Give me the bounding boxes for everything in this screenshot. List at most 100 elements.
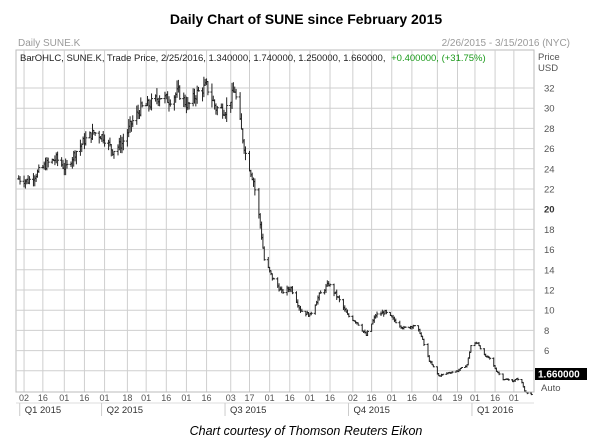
ohlc-bar <box>243 146 247 161</box>
ohlc-bar <box>313 304 317 315</box>
ohlc-bar <box>431 364 435 368</box>
ohlc-bar <box>262 246 266 261</box>
ohlc-bar <box>74 150 78 165</box>
x-tick-label: 01 <box>305 393 315 403</box>
x-tick-label: 01 <box>100 393 110 403</box>
grid <box>16 50 534 392</box>
ohlc-bar <box>466 357 470 366</box>
ohlc-bar <box>413 325 417 327</box>
ohlc-bar <box>309 311 313 316</box>
ohlc-bar <box>497 371 501 376</box>
quarter-label: Q3 2015 <box>230 405 266 416</box>
ohlc-bar <box>300 308 304 312</box>
ohlc-bar <box>215 105 219 116</box>
ohlc-bar <box>234 88 238 100</box>
ohlc-bar <box>187 101 191 110</box>
x-tick-label: 19 <box>452 393 462 403</box>
ohlc-bar <box>206 81 210 96</box>
y-axis-ticks: 323028262422201816141210864 <box>544 84 555 378</box>
y-tick-label: 26 <box>544 144 555 155</box>
x-tick-label: 16 <box>325 393 335 403</box>
ohlc-bar <box>403 326 407 328</box>
ohlc-bar <box>516 377 520 381</box>
x-tick-label: 01 <box>265 393 275 403</box>
x-axis-ticks: 02 16 01 16 01 18 01 16 01 16 03 17 01 16 01 16 02 16 01 16… <box>19 393 519 403</box>
y-tick-label: 6 <box>544 346 549 357</box>
y-tick-label: 32 <box>544 84 555 95</box>
ohlc-bar <box>168 99 172 107</box>
y-tick-label: 24 <box>544 164 555 175</box>
x-tick-label: 01 <box>470 393 480 403</box>
auto-scale-label[interactable]: Auto <box>541 383 561 394</box>
ohlc-bar <box>290 286 294 295</box>
x-tick-label: 16 <box>407 393 417 403</box>
x-tick-label: 16 <box>38 393 48 403</box>
ohlc-bar <box>375 311 379 318</box>
ohlc-bar <box>272 277 276 280</box>
x-axis-quarters: Q1 2015 Q2 2015 Q3 2015 Q4 2015 Q1 2016 <box>19 403 513 416</box>
x-tick-label: 02 <box>19 393 29 403</box>
y-tick-label: 18 <box>544 225 555 236</box>
ohlc-bar <box>384 309 388 315</box>
ohlc-bar <box>27 176 31 185</box>
ohlc-bar <box>248 150 252 172</box>
ohlc-bars <box>17 76 533 396</box>
x-tick-label: 04 <box>432 393 442 403</box>
x-tick-label: 01 <box>181 393 191 403</box>
ohlc-bar <box>441 373 445 376</box>
ohlc-bar <box>253 178 257 196</box>
ohlc-bar <box>46 157 50 168</box>
ohlc-bar <box>356 322 360 326</box>
x-tick-label: 01 <box>59 393 69 403</box>
symbol-label: Daily SUNE.K <box>18 38 81 49</box>
chart-title: Daily Chart of SUNE since February 2015 <box>170 11 443 27</box>
ohlc-bar <box>210 83 214 108</box>
ohlc-bar <box>366 330 370 336</box>
ohlc-bar <box>103 134 107 147</box>
x-tick-label: 16 <box>202 393 212 403</box>
y-tick-label: 28 <box>544 124 555 135</box>
quarter-label: Q1 2016 <box>477 405 513 416</box>
ohlc-bar <box>159 98 163 100</box>
y-tick-label: 22 <box>544 185 555 196</box>
ohlc-bar <box>84 131 88 146</box>
date-range-label: 2/26/2015 - 3/15/2016 (NYC) <box>442 38 570 49</box>
ohlc-bar <box>150 93 154 111</box>
ohlc-bar <box>335 289 339 300</box>
ohlc-bar <box>281 289 285 294</box>
ohlc-bar <box>93 131 97 136</box>
ohlc-bar <box>478 345 482 350</box>
ohlc-bar <box>140 101 144 108</box>
x-tick-label: 18 <box>122 393 132 403</box>
x-tick-label: 01 <box>509 393 519 403</box>
quarter-label: Q1 2015 <box>25 405 61 416</box>
ohlc-bar <box>121 133 125 151</box>
y-tick-label: 30 <box>544 104 555 115</box>
ohlc-bar <box>65 159 69 169</box>
ohlc-bar <box>56 151 60 167</box>
chart-caption: Chart courtesy of Thomson Reuters Eikon <box>190 424 423 438</box>
ohlc-bar <box>225 97 229 122</box>
y-tick-label: 16 <box>544 245 555 256</box>
x-tick-label: 01 <box>387 393 397 403</box>
ohlc-bar <box>529 392 533 396</box>
last-price-label: 1.660000 <box>538 370 580 381</box>
ohlc-bar <box>328 283 332 287</box>
x-tick-label: 16 <box>161 393 171 403</box>
y-tick-label: 8 <box>544 326 549 337</box>
ohlc-bar <box>112 150 116 159</box>
ohlc-bar <box>18 176 22 185</box>
quarter-label: Q2 2015 <box>107 405 143 416</box>
ohlc-bar <box>178 85 182 100</box>
ohlc-bar <box>422 338 426 347</box>
ohlc-bar <box>197 86 201 92</box>
legend-change: +0.400000, (+31.75%) <box>391 53 486 64</box>
ohlc-bar <box>488 356 492 360</box>
plot-frame <box>15 49 535 393</box>
x-tick-label: 16 <box>490 393 500 403</box>
ohlc-bar <box>337 295 341 303</box>
x-tick-label: 16 <box>367 393 377 403</box>
ohlc-bar <box>347 313 351 318</box>
x-tick-label: 03 <box>226 393 236 403</box>
